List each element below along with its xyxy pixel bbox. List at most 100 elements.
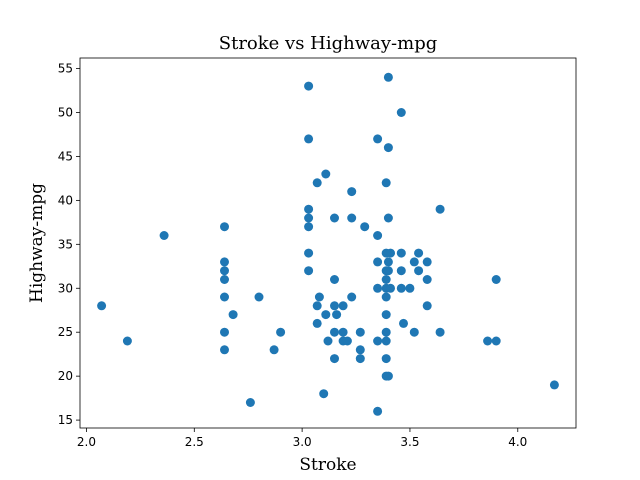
data-point-48 [373,231,383,240]
data-point-62 [381,354,391,364]
data-point-22 [312,178,322,188]
y-axis-label: Highway-mpg [27,183,47,303]
data-point-18 [304,213,314,223]
data-point-80 [414,248,424,258]
data-point-40 [347,187,357,197]
data-point-66 [383,213,393,223]
data-point-27 [321,169,331,179]
y-tick-label: 25 [58,325,73,339]
data-point-29 [323,336,333,346]
data-point-64 [383,72,393,82]
y-tick-label: 45 [58,149,73,163]
data-point-15 [304,81,314,91]
data-point-4 [220,257,229,267]
data-point-23 [312,301,322,311]
data-point-59 [381,310,391,320]
data-point-68 [383,266,393,276]
data-point-32 [330,301,339,311]
data-point-17 [304,204,314,214]
data-point-21 [304,266,314,276]
data-point-47 [373,134,383,144]
data-point-78 [409,257,419,267]
data-point-65 [383,143,393,153]
data-points [97,72,559,416]
x-tick-label: 2.5 [185,435,204,449]
y-tick-label: 40 [58,193,73,207]
data-point-90 [549,380,559,390]
data-point-5 [220,266,229,276]
data-point-1 [122,336,132,346]
data-point-79 [409,327,419,337]
data-point-87 [483,336,493,346]
data-point-51 [373,336,383,346]
data-point-10 [228,310,238,320]
data-point-73 [396,248,406,258]
data-point-25 [314,292,324,302]
data-point-16 [304,134,314,144]
data-point-83 [422,275,432,284]
data-point-71 [386,283,395,293]
data-point-58 [381,292,391,302]
data-point-19 [304,222,314,232]
data-point-11 [245,398,255,407]
data-point-13 [269,345,279,355]
data-point-76 [399,318,408,328]
data-point-34 [330,354,339,364]
data-point-75 [396,283,406,293]
data-point-88 [491,275,501,284]
y-tick-label: 55 [58,62,73,76]
x-tick-label: 4.0 [508,435,527,449]
data-point-89 [491,336,501,346]
data-point-50 [373,283,383,293]
data-point-39 [342,336,352,346]
data-point-28 [321,310,331,320]
x-tick-label: 3.0 [293,435,312,449]
x-axis-label: Stroke [299,455,356,475]
data-point-7 [220,292,229,302]
data-point-24 [312,318,322,328]
data-point-8 [220,327,229,337]
data-point-26 [319,389,329,399]
data-point-74 [396,266,406,276]
data-point-42 [347,292,357,302]
data-point-52 [373,406,383,416]
data-point-46 [360,222,370,232]
data-point-30 [330,213,339,223]
x-tick-label: 2.0 [77,435,96,449]
data-point-44 [355,345,365,355]
y-tick-label: 15 [58,413,73,427]
x-axis-ticks: 2.0 2.5 3.0 3.5 4.0 [77,428,527,449]
data-point-2 [159,231,169,240]
y-tick-label: 50 [58,105,73,119]
data-point-56 [381,275,391,284]
data-point-3 [220,222,229,232]
data-point-9 [220,345,229,355]
data-point-14 [276,327,286,337]
data-point-60 [381,327,391,337]
y-axis-ticks: 15 20 25 30 35 40 45 50 55 [58,62,80,427]
data-point-70 [386,248,395,258]
data-point-84 [422,301,432,311]
plot-frame [79,57,577,429]
data-point-81 [414,266,424,276]
data-point-45 [355,354,365,364]
data-point-72 [396,108,406,117]
data-point-33 [330,327,339,337]
data-point-37 [338,327,348,337]
chart-title: Stroke vs Highway-mpg [219,33,438,54]
data-point-77 [405,283,415,293]
data-point-61 [381,336,391,346]
data-point-35 [332,310,342,320]
data-point-6 [220,275,229,284]
data-point-82 [422,257,432,267]
y-tick-label: 30 [58,281,73,295]
x-tick-label: 3.5 [400,435,419,449]
data-point-85 [435,204,445,214]
data-point-86 [435,327,445,337]
data-point-31 [330,275,339,284]
data-point-12 [254,292,264,302]
y-tick-label: 35 [58,237,73,251]
data-point-36 [338,301,348,311]
